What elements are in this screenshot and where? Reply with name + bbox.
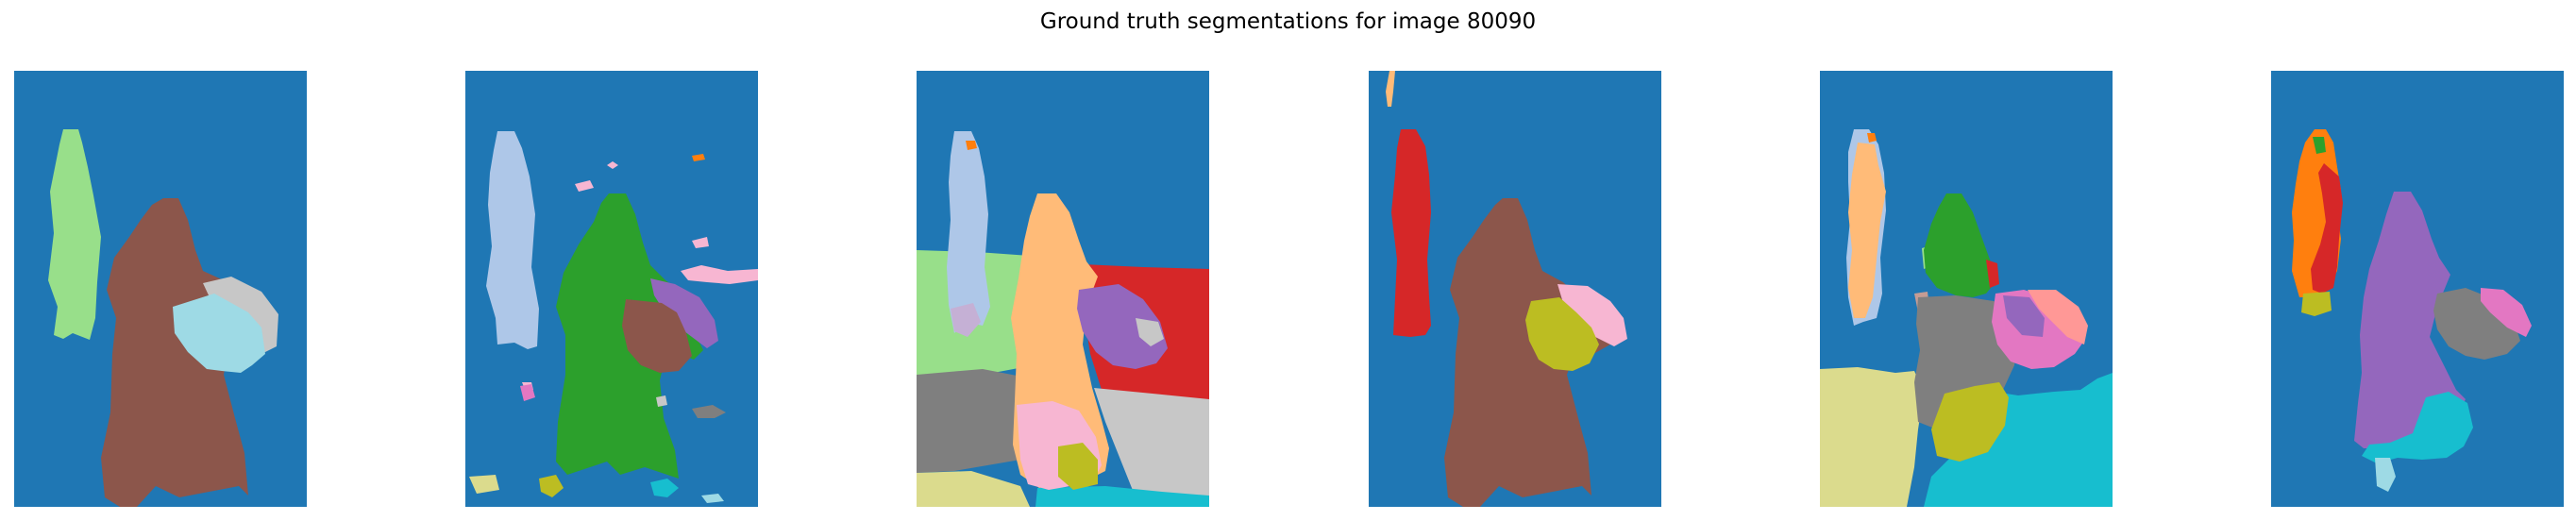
segmentation-image-4 bbox=[1369, 71, 1661, 507]
segmentation-panel-2 bbox=[465, 71, 758, 507]
segmentation-image-5 bbox=[1820, 71, 2113, 507]
segment-lightgray-region bbox=[1136, 318, 1164, 346]
segment-purple-region bbox=[1077, 284, 1168, 369]
segment-brown-region bbox=[101, 198, 271, 507]
segment-green-region bbox=[2313, 137, 2326, 154]
segment-lightcyan-region bbox=[701, 494, 724, 503]
segment-cyan-region bbox=[1924, 373, 2113, 507]
segment-cyan-region bbox=[2362, 392, 2473, 463]
segment-orange-region bbox=[966, 141, 977, 150]
segment-lightgray-region bbox=[656, 395, 667, 407]
segment-pink-region bbox=[2028, 290, 2088, 345]
segment-cyan-region bbox=[1035, 486, 1209, 507]
segment-khaki-region bbox=[1820, 367, 1924, 507]
segment-olive-region bbox=[1058, 443, 1098, 490]
segmentation-panel-1 bbox=[14, 71, 307, 507]
segment-lightcyan-region bbox=[173, 294, 265, 373]
segment-lightpink-region bbox=[1557, 284, 1627, 346]
segmentation-image-6 bbox=[2271, 71, 2564, 507]
segment-olive-region bbox=[1525, 297, 1599, 371]
segment-orange-region bbox=[1867, 133, 1877, 143]
segment-lightgray-region bbox=[1094, 388, 1209, 507]
segment-magenta-region bbox=[2481, 288, 2532, 337]
segment-lightcyan-region bbox=[2375, 458, 2396, 492]
segment-lavender-region bbox=[951, 303, 981, 337]
segment-lightgreen-region bbox=[48, 129, 101, 340]
segmentation-panel-4 bbox=[1369, 71, 1661, 507]
segment-olive-region bbox=[2301, 292, 2332, 316]
segment-lightpink-region bbox=[607, 161, 618, 169]
segment-brown-region bbox=[622, 299, 692, 373]
segmentation-panel-6 bbox=[2271, 71, 2564, 507]
segment-gray-region bbox=[692, 405, 726, 418]
segment-orange-region bbox=[692, 154, 705, 161]
segment-lightpink-region bbox=[681, 265, 758, 284]
segmentation-image-1 bbox=[14, 71, 307, 507]
segment-red-region bbox=[1986, 260, 1999, 288]
segmentation-panel-5 bbox=[1820, 71, 2113, 507]
segment-lightpink-region bbox=[575, 180, 594, 192]
segment-lightblue-region bbox=[947, 131, 990, 333]
segment-lightblue-region bbox=[486, 131, 539, 349]
segment-purple-region bbox=[2354, 192, 2466, 448]
segment-peach-region bbox=[1386, 71, 1395, 107]
segment-olive-region bbox=[539, 475, 564, 497]
segment-khaki-region bbox=[917, 471, 1030, 507]
segment-cyan-region bbox=[650, 479, 679, 497]
segment-lightpink-region bbox=[692, 237, 709, 248]
segmentation-image-3 bbox=[917, 71, 1209, 507]
segment-red-region bbox=[2311, 163, 2343, 294]
segment-magenta-region bbox=[520, 384, 535, 401]
segment-olive-region bbox=[1931, 382, 2009, 462]
segmentation-image-2 bbox=[465, 71, 758, 507]
segment-khaki-region bbox=[469, 475, 499, 494]
figure-title: Ground truth segmentations for image 800… bbox=[1039, 9, 1537, 34]
segment-purple-region bbox=[2003, 295, 2045, 337]
segment-peach-region bbox=[1848, 143, 1886, 318]
segment-brown-region bbox=[1444, 198, 1610, 507]
segment-green-region bbox=[1924, 193, 1995, 297]
segment-red-region bbox=[1391, 129, 1431, 337]
segment-purple-region bbox=[650, 278, 718, 348]
segmentation-panel-3 bbox=[917, 71, 1209, 507]
